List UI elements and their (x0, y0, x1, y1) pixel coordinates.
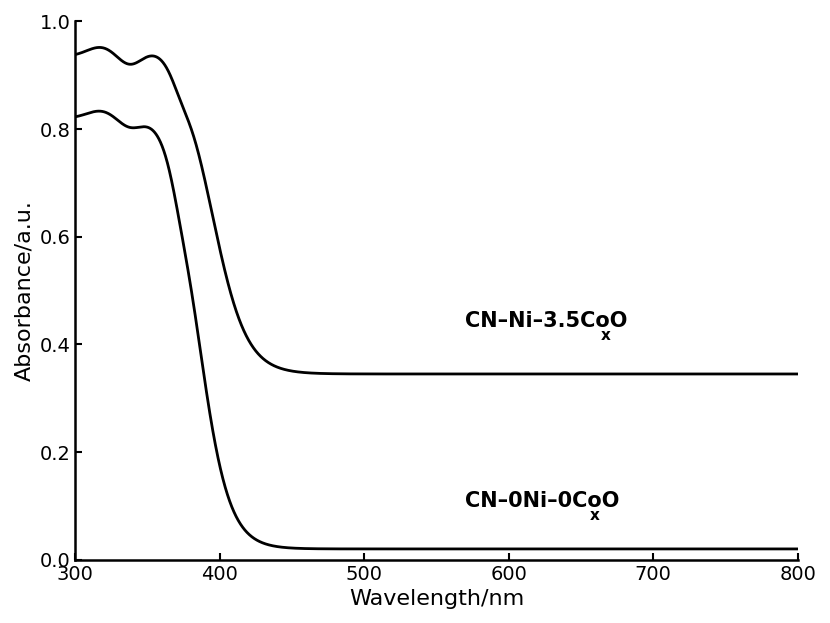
X-axis label: Wavelength/nm: Wavelength/nm (349, 589, 524, 609)
Text: CN–Ni–3.5CoO: CN–Ni–3.5CoO (466, 311, 627, 331)
Y-axis label: Absorbance/a.u.: Absorbance/a.u. (14, 200, 34, 381)
Text: CN–0Ni–0CoO: CN–0Ni–0CoO (466, 492, 620, 511)
Text: x: x (601, 328, 610, 343)
Text: x: x (589, 508, 599, 523)
